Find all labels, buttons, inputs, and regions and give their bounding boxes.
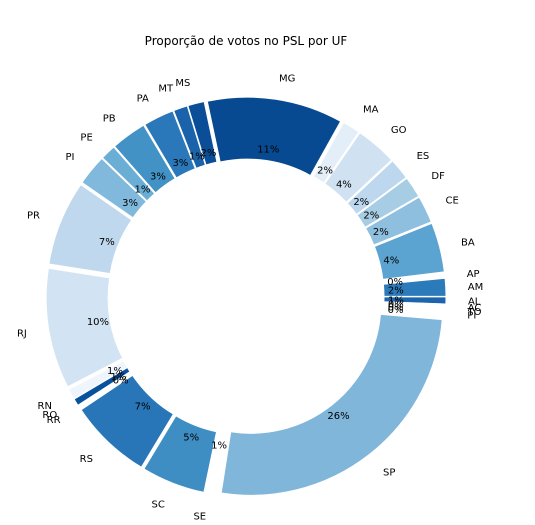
slice-label: RR <box>47 415 61 426</box>
slice-percent-label: 10% <box>87 317 109 328</box>
slice-percent-label: 2% <box>363 211 379 222</box>
slice-label: DF <box>431 171 445 182</box>
slice-label: CE <box>445 196 458 207</box>
slice-percent-label: 1% <box>107 366 123 377</box>
slice-percent-label: 2% <box>317 166 333 177</box>
slice-percent-labels: 11%2%4%2%2%2%4%0%2%1%0%0%0%26%1%5%7%0%1%… <box>87 145 404 452</box>
slice-percent-label: 0% <box>113 375 129 386</box>
slice-label: PI <box>65 152 74 163</box>
slice-label: AL <box>468 297 481 308</box>
slice-ms-27 <box>187 100 218 166</box>
slice-percent-label: 1% <box>388 296 404 307</box>
slice-percent-label: 0% <box>387 277 403 288</box>
slice-label: RJ <box>17 329 27 340</box>
slice-label: MT <box>158 83 174 94</box>
slice-percent-label: 4% <box>383 256 399 267</box>
slice-label: BA <box>461 238 475 249</box>
slice-percent-label: 11% <box>257 145 279 156</box>
slice-percent-label: 3% <box>172 158 188 169</box>
slice-mt-26 <box>172 105 206 169</box>
slice-percent-label: 7% <box>99 237 115 248</box>
slice-label: AM <box>468 282 483 293</box>
slice-percent-label: 2% <box>353 197 369 208</box>
slice-label: SP <box>383 468 395 479</box>
slice-sp-13 <box>220 313 443 496</box>
slice-label: ES <box>417 151 430 162</box>
slice-label: RN <box>38 401 52 412</box>
slice-df-4 <box>356 177 420 229</box>
slice-pi-22 <box>81 157 148 219</box>
slice-pe-23 <box>101 146 156 202</box>
slice-labels: MGMAGOESDFCEBAAPAMALACTOPISPSESCRSRRRORN… <box>17 73 483 522</box>
slice-percent-label: 2% <box>388 286 404 297</box>
slice-percent-label: 3% <box>122 198 138 209</box>
slice-label: MS <box>175 78 190 89</box>
slice-label: PI <box>467 311 476 322</box>
slice-label: PB <box>103 113 116 124</box>
slice-label: SE <box>193 511 206 522</box>
slice-label: MA <box>363 104 379 115</box>
slice-label: MG <box>279 73 295 84</box>
slice-pi-12 <box>382 306 447 315</box>
slice-label: PE <box>80 132 92 143</box>
slice-label: AC <box>468 303 482 314</box>
slice-percent-label: 1% <box>135 184 151 195</box>
slice-label: RO <box>42 410 57 421</box>
slice-ce-5 <box>364 196 432 246</box>
slice-rn-19 <box>67 360 128 400</box>
slice-rs-16 <box>80 374 175 468</box>
slice-label: PA <box>137 93 149 104</box>
slice-percent-label: 1% <box>111 372 127 383</box>
slice-percent-label: 0% <box>388 303 404 314</box>
slice-am-8 <box>382 277 447 297</box>
slice-label: AP <box>467 269 480 280</box>
slice-percent-label: 1% <box>189 151 205 162</box>
slice-percent-label: 26% <box>327 411 349 422</box>
slice-percent-label: 2% <box>200 148 216 159</box>
slice-sc-15 <box>143 415 218 493</box>
slice-label: GO <box>391 125 407 136</box>
slice-pa-25 <box>144 110 196 179</box>
slice-label: SC <box>152 500 165 511</box>
slice-label: RS <box>80 454 93 465</box>
slice-percent-label: 0% <box>388 305 404 316</box>
slice-mg-0 <box>206 96 342 177</box>
slice-go-2 <box>324 131 393 203</box>
slice-percent-label: 1% <box>211 441 227 452</box>
slice-percent-label: 2% <box>373 227 389 238</box>
slice-percent-label: 3% <box>150 172 166 183</box>
slice-ma-1 <box>312 121 360 184</box>
slice-pr-21 <box>48 183 133 275</box>
slice-ba-6 <box>373 222 445 280</box>
slice-se-14 <box>204 431 225 496</box>
slice-label: PR <box>27 210 40 221</box>
slice-percent-label: 7% <box>135 402 151 413</box>
slice-percent-label: 5% <box>183 433 199 444</box>
chart-title: Proporção de votos no PSL por UF <box>145 34 348 48</box>
slice-percent-label: 4% <box>336 179 352 190</box>
slice-label: TO <box>467 307 482 318</box>
slice-percent-label: 0% <box>388 300 404 311</box>
slice-pb-24 <box>113 124 176 194</box>
donut-slices <box>45 96 447 496</box>
slice-rj-20 <box>45 267 124 388</box>
slice-es-3 <box>346 160 408 216</box>
